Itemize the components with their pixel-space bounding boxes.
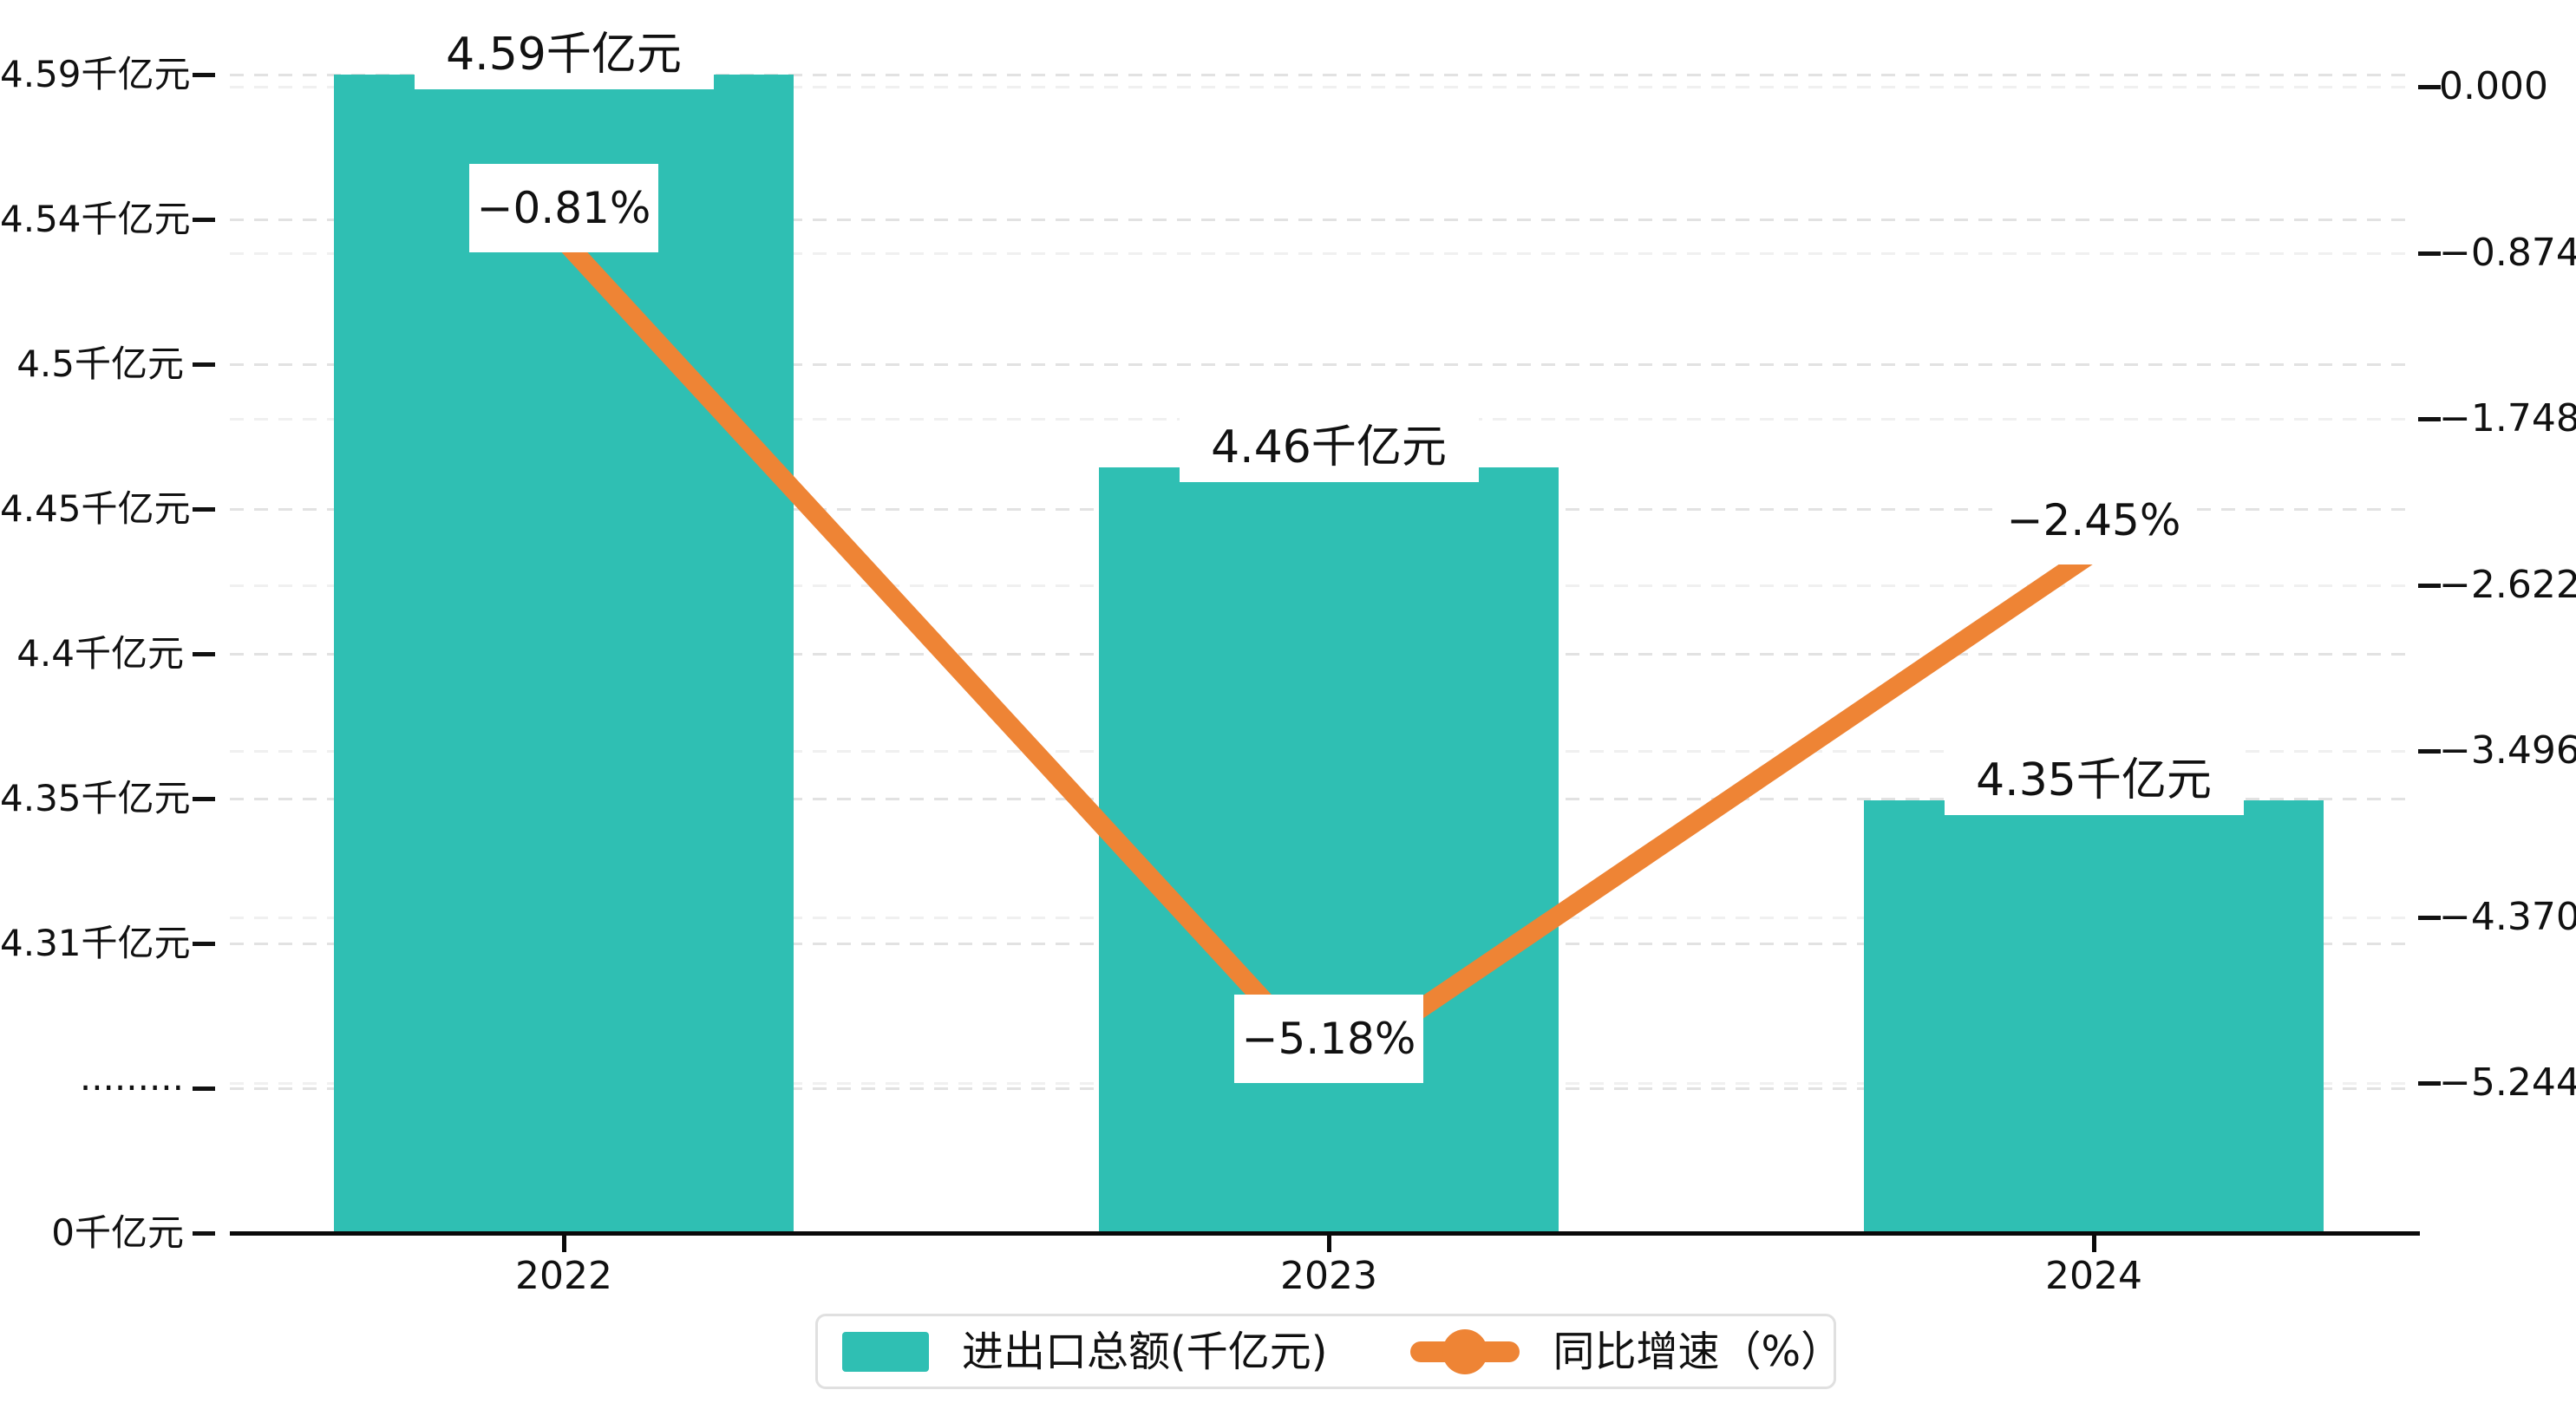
legend-line-label: 同比增速（%） — [1553, 1327, 1843, 1376]
x-axis-label: 2023 — [1280, 1254, 1377, 1298]
x-axis-tick-mark — [2092, 1235, 2096, 1252]
growth-rate-line[interactable] — [554, 231, 2103, 1080]
x-axis-label: 2022 — [515, 1254, 612, 1298]
bar-2023[interactable] — [1099, 467, 1559, 1231]
x-axis-tick-mark — [562, 1235, 566, 1252]
y-axis-right-tick-mark — [2418, 1081, 2441, 1086]
x-axis-line — [230, 1231, 2420, 1236]
y-axis-left-tick-mark — [193, 73, 215, 77]
bar-2022[interactable] — [334, 75, 794, 1231]
y-axis-right-tick-mark — [2418, 85, 2441, 89]
y-axis-left-tick-mark — [193, 942, 215, 946]
y-axis-left-tick-label: 4.4千亿元 — [16, 632, 184, 675]
y-axis-right-tick-label: −3.496 — [2439, 728, 2576, 773]
legend-line-marker-icon — [1410, 1328, 1520, 1374]
y-axis-right-tick-mark — [2418, 251, 2441, 256]
y-axis-left-tick-label: 4.59千亿元 — [0, 53, 191, 95]
y-axis-left-tick-mark — [193, 797, 215, 801]
legend-line-dot-icon — [1442, 1328, 1488, 1374]
legend-item-import-export-total[interactable]: 进出口总额(千亿元) — [842, 1331, 1327, 1373]
line-value-label: −5.18% — [1234, 994, 1423, 1083]
y-axis-right-tick-mark — [2418, 417, 2441, 421]
y-axis-left-tick-label: 4.5千亿元 — [16, 343, 184, 385]
bar-2024[interactable] — [1864, 800, 2324, 1231]
y-axis-right-tick-label: −4.370 — [2439, 894, 2576, 939]
bar-value-label: 4.35千亿元 — [1944, 735, 2244, 815]
y-axis-left-tick-label: 0千亿元 — [51, 1211, 184, 1254]
legend-bar-label: 进出口总额(千亿元) — [962, 1327, 1328, 1376]
line-value-label: −2.45% — [1999, 475, 2188, 564]
y-axis-left-tick-label: 4.54千亿元 — [0, 198, 191, 240]
line-value-label: −0.81% — [469, 164, 658, 253]
y-axis-left-tick-mark — [193, 1086, 215, 1091]
x-axis-label: 2024 — [2045, 1254, 2142, 1298]
y-axis-right-tick-label: −1.748 — [2439, 396, 2576, 440]
y-axis-left-tick-mark — [193, 1231, 215, 1236]
y-axis-right-tick-label: 0.000 — [2439, 64, 2548, 108]
y-axis-right-tick-label: −5.244 — [2439, 1060, 2576, 1105]
y-axis-right-tick-label: −0.874 — [2439, 230, 2576, 275]
y-axis-left-tick-label: 4.35千亿元 — [0, 777, 191, 819]
y-axis-right-tick-mark — [2418, 749, 2441, 754]
bar-value-label: 4.46千亿元 — [1179, 402, 1479, 483]
legend: 进出口总额(千亿元) 同比增速（%） — [815, 1314, 1842, 1389]
y-axis-right-tick-mark — [2418, 915, 2441, 920]
y-axis-left-tick-label: 4.31千亿元 — [0, 922, 191, 964]
legend-item-yoy-growth[interactable]: 同比增速（%） — [1327, 1327, 1843, 1376]
y-axis-left-tick-mark — [193, 218, 215, 222]
y-axis-left-tick-mark — [193, 362, 215, 367]
y-axis-left-tick-mark — [193, 507, 215, 512]
legend-bar-swatch-icon — [842, 1331, 929, 1372]
y-axis-left-tick-label: 4.45千亿元 — [0, 487, 191, 530]
bar-value-label: 4.59千亿元 — [414, 10, 714, 89]
y-axis-left-tick-label: ········· — [79, 1067, 184, 1109]
y-axis-right-tick-mark — [2418, 583, 2441, 588]
x-axis-tick-mark — [1327, 1235, 1331, 1252]
y-axis-left-tick-mark — [193, 652, 215, 656]
y-axis-right-tick-label: −2.622 — [2439, 562, 2576, 607]
